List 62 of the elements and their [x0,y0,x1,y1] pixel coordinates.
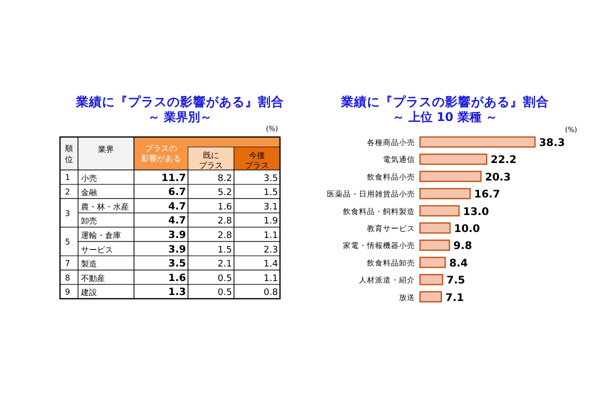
data-label: 7.1 [445,292,464,304]
y2-tick-label: 8 [65,273,70,282]
y2-tick-label: 9 [65,288,70,297]
y2-tick-label: 1 [65,173,70,182]
cell-label: 3.1 [264,202,278,212]
data-label: 9.8 [453,240,472,252]
data-label: 10.0 [454,223,480,235]
y-tick-label: 農・林・水産 [81,202,129,212]
cell-label: 3.5 [168,258,186,270]
cell-label: 8.2 [218,174,232,184]
data-label: 7.5 [446,274,466,287]
x-tick-label: 今後プラス [245,151,269,170]
subtitle: ～ 業界別～ [148,110,212,124]
subtitle: ～ 上位 10 業種 ～ [392,110,498,124]
cell-label: 2.3 [264,245,278,256]
cell-label: 0.8 [264,288,278,298]
cell-label: 1.6 [168,272,186,284]
x-tick-label: 既にプラス [199,151,223,170]
cell-label: 6.7 [168,187,186,198]
title: 業績に『プラスの影響がある』割合 [76,94,284,109]
cell-label: 1.1 [264,231,278,241]
data-label: 8.4 [449,257,468,270]
y-tick-label: 不動産 [81,274,105,283]
data-label: 20.3 [484,171,511,184]
title: 業績に『プラスの影響がある』割合 [341,94,549,109]
cell-label: 1.5 [218,245,232,256]
y-tick-label: 金融 [81,188,97,198]
data-label: 16.7 [474,188,500,201]
cell-label: 2.8 [218,231,232,241]
cell-label: 1.9 [264,216,278,227]
cell-label: 1.4 [264,260,278,270]
cell-label: 5.2 [218,188,232,198]
y-tick-label: 小売 [81,174,97,183]
y-tick-label: 卸売 [81,216,97,226]
cell-label: 1.3 [168,287,186,298]
cell-label: 0.5 [218,288,232,298]
data-label: 22.2 [490,154,517,166]
y2-tick-label: 3 [65,208,70,218]
cell-label: 0.5 [218,274,232,284]
cell-label: 1.1 [264,274,278,284]
y-tick-label: サービス [81,245,113,254]
cell-label: 4.7 [168,216,186,227]
y2-tick-label: 5 [65,238,70,246]
text: 順位 [65,144,73,164]
cell-label: 3.5 [264,174,278,184]
data-label: 13.0 [463,206,489,218]
y-tick-label: 建設 [80,288,97,298]
y-tick-label: 運輸・倉庫 [81,231,121,240]
cell-label: 3.9 [168,244,186,256]
y2-tick-label: 7 [65,258,70,268]
x-tick-label: プラスの影響がある [141,144,181,163]
cell-label: 1.6 [218,202,232,212]
y2-tick-label: 2 [65,187,70,196]
cell-label: 4.7 [168,201,186,212]
data-label: 38.3 [539,137,565,149]
cell-label: 11.7 [161,172,186,184]
cell-label: 3.9 [168,230,186,241]
cell-label: 1.5 [264,188,278,198]
cell-label: 2.1 [218,260,232,270]
cell-label: 2.8 [218,216,232,227]
y-tick-label: 製造 [81,260,97,269]
text: 業界 [98,145,114,154]
